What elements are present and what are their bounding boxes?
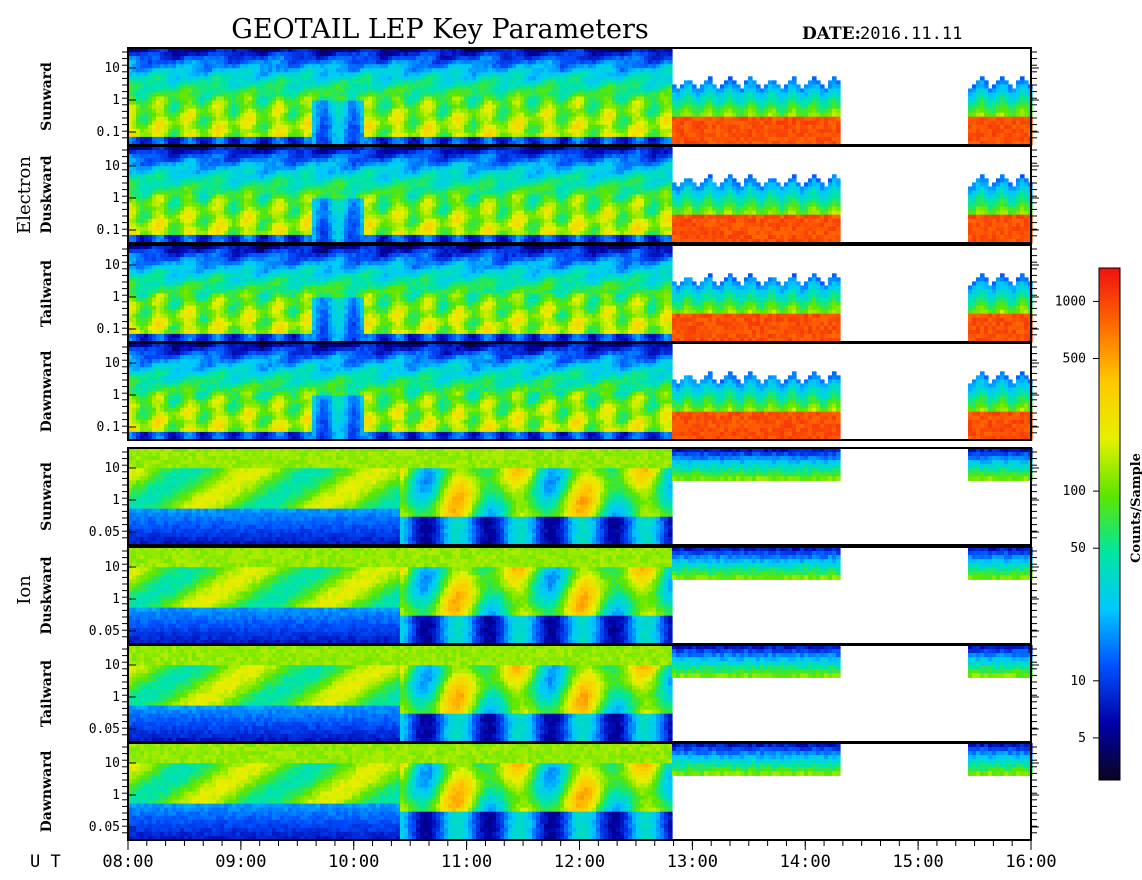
y-tick-label: 0.05 [89,820,120,835]
y-tick-label: 0.05 [89,722,120,737]
y-tick-label: 1 [112,388,120,403]
labels-layer: Sunward Duskward Tailward Dawnward Sunward Du… [14,62,55,832]
date-label: DATE: [802,24,861,44]
y-tick-label: 10 [104,61,120,76]
colorbar-label: Counts/Sample [1129,453,1142,563]
y-tick-label: 10 [104,258,120,273]
y-tick-label: 1 [112,690,120,705]
electron-tailward-label: Tailward [39,260,55,327]
ion-panel-cells-0 [128,448,1033,546]
x-tick-label: 10:00 [328,852,379,872]
y-tick-label: 10 [104,356,120,371]
y-tick-label: 0.1 [97,125,120,140]
colorbar-tick-label: 1000 [1055,294,1086,309]
y-tick-label: 1 [112,592,120,607]
y-tick-label: 0.05 [89,525,120,540]
y-tick-label: 10 [104,658,120,673]
x-tick-label: 12:00 [554,852,605,872]
y-tick-label: 1 [112,493,120,508]
panels-layer [128,48,1033,841]
electron-sunward-label: Sunward [39,62,55,131]
electron-group-label: Electron [14,156,35,234]
electron-panel-cells-2 [128,245,1033,343]
y-tick-label: 10 [104,159,120,174]
y-tick-label: 10 [104,756,120,771]
electron-panel-cells-0 [128,48,1033,146]
x-tick-label: 15:00 [893,852,944,872]
colorbar-tick-label: 100 [1063,484,1086,499]
electron-duskward-label: Duskward [39,155,55,233]
plot-title: GEOTAIL LEP Key Parameters [231,14,649,45]
colorbar-ticks: 1000 500 100 50 10 5 [1055,294,1099,746]
y-tick-label: 1 [112,290,120,305]
ion-panel-cells-1 [128,547,1033,645]
x-axis-label: U T [30,852,61,872]
x-tick-label: 11:00 [441,852,492,872]
date-value: 2016.11.11 [860,24,962,44]
colorbar-tick-label: 5 [1078,731,1086,746]
y-tick-label: 0.05 [89,624,120,639]
electron-panel-cells-3 [128,343,1033,441]
x-tick-label: 09:00 [215,852,266,872]
y-tick-label: 10 [104,461,120,476]
ion-group-label: Ion [14,575,35,605]
x-tick-label: 16:00 [1005,852,1056,872]
x-tick-label: 13:00 [667,852,718,872]
x-ticks: 08:00 09:00 10:00 11:00 12:00 13:00 14:00 15:00… [102,841,1056,872]
ion-panel-cells-2 [128,645,1033,743]
ion-sunward-label: Sunward [39,462,55,531]
y-tick-label: 1 [112,788,120,803]
x-tick-label: 14:00 [780,852,831,872]
y-tick-label: 0.1 [97,420,120,435]
colorbar-tick-label: 50 [1070,541,1086,556]
ion-panel-cells-3 [128,743,1033,841]
y-tick-label: 0.1 [97,322,120,337]
x-tick-label: 08:00 [102,852,153,872]
y-tick-label: 0.1 [97,223,120,238]
ion-duskward-label: Duskward [39,556,55,634]
electron-panel-cells-1 [128,146,1033,244]
ion-dawnward-label: Dawnward [39,750,55,832]
electron-dawnward-label: Dawnward [39,350,55,432]
y-tick-label: 1 [112,191,120,206]
ion-tailward-label: Tailward [39,660,55,727]
y-tick-label: 10 [104,560,120,575]
colorbar: 1000 500 100 50 10 5 Counts/Sample [1055,268,1142,780]
y-tick-label: 1 [112,93,120,108]
colorbar-tick-label: 10 [1070,674,1086,689]
colorbar-tick-label: 500 [1063,352,1086,367]
colorbar-gradient [1099,268,1120,780]
